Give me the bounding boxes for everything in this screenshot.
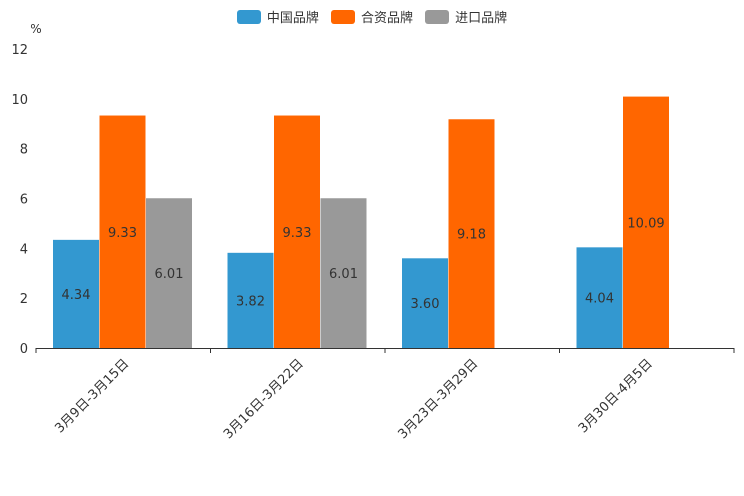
legend-label-joint-venture-brand: 合资品牌 (360, 11, 413, 26)
bar (146, 198, 192, 348)
bar (623, 96, 669, 348)
bar (402, 258, 448, 348)
legend-item-china-brand[interactable]: 中国品牌 (236, 7, 319, 26)
bar-value-label: 3.82 (236, 294, 265, 309)
legend-item-import-brand[interactable]: 进口品牌 (425, 7, 507, 26)
y-tick-label: 8 (20, 143, 28, 158)
bar-value-label: 9.33 (108, 226, 137, 241)
y-tick-label: 10 (11, 93, 28, 108)
legend-swatch-import-brand (425, 9, 450, 24)
y-tick-label: 6 (20, 193, 28, 208)
bar-value-label: 6.01 (155, 267, 184, 282)
bar (274, 115, 320, 348)
legend-label-import-brand: 进口品牌 (455, 11, 508, 26)
bar-group (53, 96, 669, 348)
legend-label-china-brand: 中国品牌 (266, 11, 319, 26)
legend-item-joint-venture-brand[interactable]: 合资品牌 (330, 7, 413, 26)
x-tick-label: 3月23日-3月29日 (396, 356, 482, 442)
value-labels: 4.34 3.82 3.60 4.04 9.33 9.33 9.18 10.09 6.01 6.0… (62, 216, 665, 312)
y-tick-label: 0 (20, 342, 28, 357)
legend-swatch-joint-venture-brand (330, 9, 355, 24)
y-tick-label: 2 (20, 292, 28, 307)
bar-value-label: 4.04 (585, 292, 614, 307)
bar (99, 115, 146, 348)
bar (320, 198, 367, 348)
x-tick-label: 3月30日-4月5日 (576, 356, 656, 436)
x-tick-label: 3月9日-3月15日 (52, 356, 132, 436)
bar (227, 252, 274, 348)
y-tick-label: 4 (20, 242, 28, 257)
bar-value-label: 3.60 (411, 297, 440, 312)
bar-value-label: 4.34 (62, 288, 91, 303)
bar-value-label: 10.09 (627, 216, 664, 231)
y-axis-unit-label: % (30, 22, 41, 36)
chart-legend: 中国品牌 合资品牌 进口品牌 (0, 7, 744, 26)
bar (53, 239, 99, 348)
legend-swatch-china-brand (236, 9, 261, 24)
bar (576, 247, 623, 348)
bar (448, 119, 495, 348)
y-tick-label: 12 (11, 43, 28, 58)
bar-value-label: 9.18 (457, 228, 486, 243)
x-axis: 3月9日-3月15日 3月16日-3月22日 3月23日-3月29日 3月30日-4月… (35, 348, 735, 442)
y-axis-ticks: 0 2 4 6 8 10 12 (11, 43, 28, 357)
bar-value-label: 6.01 (329, 267, 358, 282)
bar-value-label: 9.33 (283, 226, 312, 241)
x-tick-label: 3月16日-3月22日 (221, 356, 307, 442)
